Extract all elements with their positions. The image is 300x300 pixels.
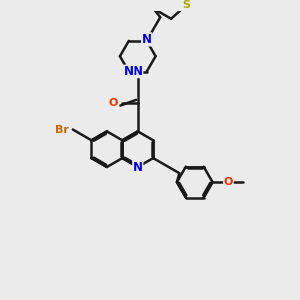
Text: S: S [182,0,190,10]
Text: N: N [124,65,134,78]
Text: O: O [224,177,233,187]
Text: O: O [108,98,118,108]
Text: N: N [142,33,152,46]
Text: Br: Br [55,124,68,134]
Text: N: N [133,160,143,173]
Text: N: N [133,65,143,78]
